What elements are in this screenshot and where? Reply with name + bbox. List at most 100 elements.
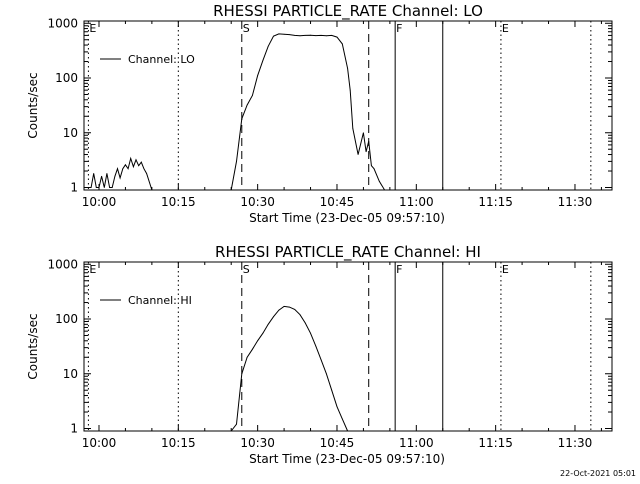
y-axis-title: Counts/sec xyxy=(26,313,40,379)
data-point xyxy=(326,373,327,375)
data-point xyxy=(90,187,92,188)
data-point xyxy=(114,175,116,177)
x-tick-label: 10:45 xyxy=(320,195,355,209)
chart-title: RHESSI PARTICLE_RATE Channel: HI xyxy=(215,243,481,262)
x-tick-label: 10:15 xyxy=(161,436,196,450)
data-point xyxy=(371,165,372,167)
x-tick-label: 11:00 xyxy=(399,195,434,209)
y-tick-label: 1000 xyxy=(47,16,78,30)
data-point xyxy=(93,173,95,174)
data-point xyxy=(236,423,237,425)
data-point xyxy=(133,166,134,168)
data-point xyxy=(267,45,269,47)
legend-label: Channel: HI xyxy=(128,294,192,307)
data-point xyxy=(252,95,253,96)
event-marker-label: E xyxy=(89,22,96,35)
x-tick-label: 11:15 xyxy=(478,195,513,209)
y-tick-label: 100 xyxy=(55,71,78,85)
event-marker-label: S xyxy=(243,22,250,35)
data-point xyxy=(267,323,269,325)
data-point xyxy=(106,173,108,174)
data-point xyxy=(122,168,124,170)
event-marker-label: E xyxy=(502,263,509,276)
x-tick-label: 11:30 xyxy=(558,436,593,450)
data-point xyxy=(315,345,317,347)
data-point xyxy=(257,340,258,342)
event-marker-label: E xyxy=(89,263,96,276)
chart-panel-1: RHESSI PARTICLE_RATE Channel: LO 10:00 10:… xyxy=(26,2,613,225)
data-point xyxy=(336,406,338,408)
x-tick-label: 10:00 xyxy=(82,195,117,209)
data-point xyxy=(127,168,129,170)
x-tick-label: 10:45 xyxy=(320,436,355,450)
event-marker-label: E xyxy=(502,22,509,35)
data-point xyxy=(304,35,306,36)
y-tick-label: 1 xyxy=(70,180,78,194)
data-point xyxy=(349,89,351,91)
data-point xyxy=(384,189,385,191)
data-point xyxy=(331,389,333,391)
data-point xyxy=(140,161,142,163)
data-point xyxy=(357,154,359,155)
data-point xyxy=(146,173,148,174)
data-point xyxy=(98,187,100,188)
data-point xyxy=(378,180,380,182)
data-point xyxy=(341,418,343,420)
data-point xyxy=(273,35,274,37)
data-point xyxy=(368,140,370,142)
data-point xyxy=(130,158,132,159)
x-tick-label: 10:30 xyxy=(240,436,275,450)
data-point xyxy=(119,177,121,179)
data-point xyxy=(294,309,296,310)
data-point xyxy=(373,168,375,170)
data-point xyxy=(283,306,285,307)
data-point xyxy=(347,430,348,432)
data-point xyxy=(315,35,317,36)
y-tick-label: 1 xyxy=(70,421,78,435)
data-point xyxy=(204,189,206,191)
chart-title: RHESSI PARTICLE_RATE Channel: LO xyxy=(213,2,483,21)
data-point xyxy=(310,332,311,334)
data-point xyxy=(151,189,153,191)
data-point xyxy=(299,35,301,37)
data-point xyxy=(310,34,311,36)
plot-frame xyxy=(83,261,613,432)
data-point xyxy=(236,161,237,162)
data-point xyxy=(109,187,110,188)
data-point xyxy=(336,36,338,38)
data-point xyxy=(143,168,145,170)
data-point xyxy=(111,187,113,188)
x-tick-label: 10:30 xyxy=(240,195,275,209)
y-tick-label: 100 xyxy=(55,312,78,326)
data-point xyxy=(241,118,243,120)
data-point xyxy=(138,165,140,167)
x-axis-title: Start Time (23-Dec-05 09:57:10) xyxy=(249,452,445,466)
y-tick-label: 1000 xyxy=(47,257,78,271)
chart-panel-2: RHESSI PARTICLE_RATE Channel: HI 10:00 10:… xyxy=(26,243,613,466)
plot-frame xyxy=(83,20,613,191)
data-point xyxy=(177,189,179,191)
data-point xyxy=(326,35,327,37)
event-marker-label: S xyxy=(243,263,250,276)
legend-label: Channel: LO xyxy=(128,53,195,66)
y-tick-label: 10 xyxy=(63,367,78,381)
data-point xyxy=(363,132,364,134)
data-point xyxy=(125,164,126,166)
x-tick-label: 11:15 xyxy=(478,436,513,450)
y-axis-title: Counts/sec xyxy=(26,72,40,138)
data-point xyxy=(262,332,264,334)
data-point xyxy=(101,175,102,177)
data-point xyxy=(299,314,301,316)
data-point xyxy=(294,35,296,36)
data-point xyxy=(117,168,118,170)
data-series-line xyxy=(230,305,349,432)
data-point xyxy=(246,104,248,106)
data-point xyxy=(252,348,253,350)
event-marker-label: F xyxy=(396,263,402,276)
footer-timestamp: 22-Oct-2021 05:01 xyxy=(560,469,636,478)
data-point xyxy=(283,33,285,35)
x-tick-label: 10:00 xyxy=(82,436,117,450)
data-point xyxy=(241,373,243,375)
